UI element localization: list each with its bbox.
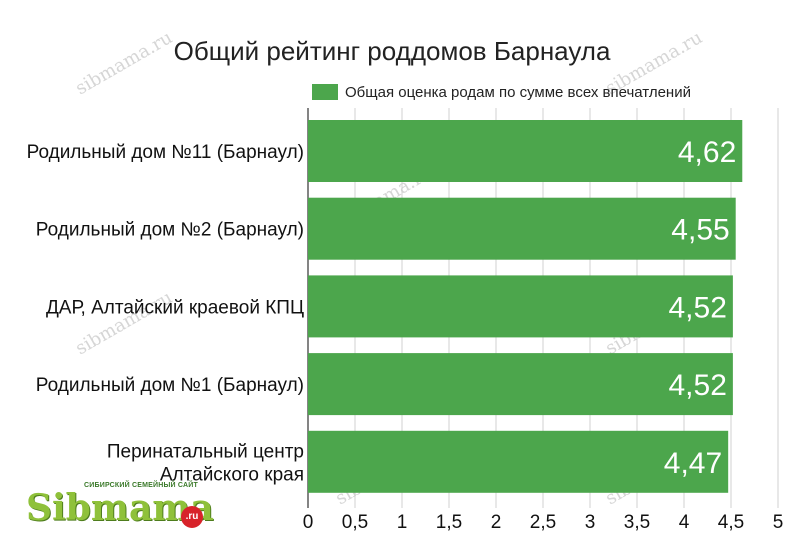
category-label: ДАР, Алтайский краевой КПЦ (46, 297, 304, 318)
bar (308, 353, 733, 416)
category-labels: Родильный дом №11 (Барнаул) Родильный дом… (27, 142, 304, 485)
value-label: 4,62 (678, 136, 736, 169)
category-label: Родильный дом №11 (Барнаул) (27, 142, 304, 163)
value-label: 4,52 (668, 291, 726, 324)
x-tick-label: 4,5 (718, 512, 744, 533)
sibmama-logo: СИБИРСКИЙ СЕМЕЙНЫЙ САЙТ Sibmama .ru (26, 482, 216, 538)
legend-label: Общая оценка родам по сумме всех впечатл… (345, 84, 691, 101)
chart-title: Общий рейтинг роддомов Барнаула (174, 36, 611, 66)
category-label: Родильный дом №2 (Барнаул) (36, 220, 304, 241)
bar (308, 197, 736, 260)
x-tick-label: 0,5 (342, 512, 368, 533)
x-tick-label: 1 (397, 512, 408, 533)
logo-tagline: СИБИРСКИЙ СЕМЕЙНЫЙ САЙТ (84, 482, 198, 489)
value-label: 4,47 (664, 447, 722, 480)
bar (308, 120, 743, 182)
x-tick-label: 0 (303, 512, 314, 533)
x-tick-label: 5 (773, 512, 784, 533)
bar (308, 430, 729, 493)
x-tick-label: 4 (679, 512, 690, 533)
legend-swatch (312, 84, 338, 100)
x-tick-label: 2 (491, 512, 502, 533)
x-axis-ticks: 0 0,5 1 1,5 2 2,5 3 3,5 4 4,5 5 (303, 512, 784, 533)
x-tick-label: 3,5 (624, 512, 650, 533)
watermark-text: sibmama.ru (72, 27, 176, 99)
bar (308, 275, 733, 338)
category-label: Родильный дом №1 (Барнаул) (36, 375, 304, 396)
value-label: 4,55 (671, 214, 729, 247)
logo-suffix: .ru (181, 506, 203, 528)
x-tick-label: 2,5 (530, 512, 556, 533)
bars: 4,62 4,55 4,52 4,52 4,47 (308, 120, 743, 493)
category-label: Перинатальный центр Алтайского края (107, 441, 304, 485)
x-tick-label: 1,5 (436, 512, 462, 533)
x-tick-label: 3 (585, 512, 596, 533)
value-label: 4,52 (668, 369, 726, 402)
